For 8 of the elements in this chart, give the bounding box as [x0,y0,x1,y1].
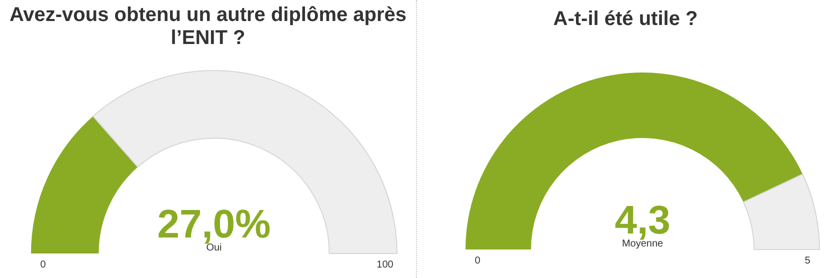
text: 100 [376,260,394,270]
text: 5 [804,256,811,266]
text: 0 [474,256,481,266]
text: 0 [40,260,46,270]
chart-title: A-t-il été utile ? [552,8,699,31]
text: Moyenne [622,238,664,250]
text: Oui [206,242,222,254]
chart-title: Avez-vous obtenu un autre diplôme après l’ENIT ? [8,4,408,50]
